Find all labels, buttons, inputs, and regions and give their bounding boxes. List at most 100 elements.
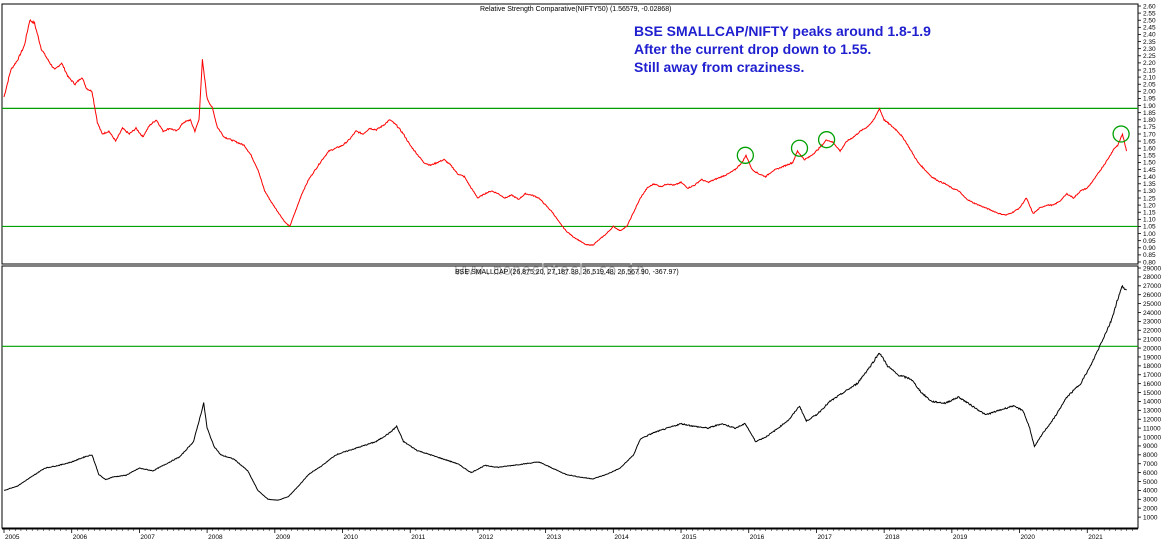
y-tick-label: 1.05 bbox=[1143, 224, 1156, 231]
rs-horizontal-lines bbox=[2, 107, 1138, 228]
y-tick-label: 1.25 bbox=[1143, 195, 1156, 202]
y-tick-label: 1.30 bbox=[1143, 188, 1156, 195]
y-tick-label: 1.55 bbox=[1143, 153, 1156, 160]
x-tick-label: 2009 bbox=[276, 534, 291, 541]
y-tick-label: 2.10 bbox=[1143, 74, 1156, 81]
y-tick-label: 15000 bbox=[1143, 390, 1161, 397]
x-tick-label: 2007 bbox=[140, 534, 155, 541]
y-tick-label: 27000 bbox=[1143, 283, 1161, 290]
y-tick-label: 1.80 bbox=[1143, 117, 1156, 124]
rs-panel: Relative Strength Comparative(NIFTY50) (… bbox=[1, 3, 1156, 266]
y-tick-label: 23000 bbox=[1143, 319, 1161, 326]
y-tick-label: 28000 bbox=[1143, 274, 1161, 281]
y-tick-label: 17000 bbox=[1143, 372, 1161, 379]
rs-panel-title: Relative Strength Comparative(NIFTY50) (… bbox=[480, 6, 671, 13]
highlight-circle-2 bbox=[790, 139, 809, 157]
y-tick-label: 3000 bbox=[1143, 497, 1158, 504]
y-tick-label: 1.85 bbox=[1143, 110, 1156, 117]
y-tick-label: 19000 bbox=[1143, 354, 1161, 361]
y-tick-label: 29000 bbox=[1143, 265, 1161, 272]
price-panel-frame bbox=[1, 265, 1139, 529]
y-tick-label: 21000 bbox=[1143, 336, 1161, 343]
highlight-circle-3 bbox=[817, 131, 836, 149]
x-tick-label: 2020 bbox=[1021, 534, 1036, 541]
y-tick-label: 2.60 bbox=[1143, 3, 1156, 10]
y-tick-label: 2.25 bbox=[1143, 53, 1156, 60]
x-tick-label: 2008 bbox=[208, 534, 223, 541]
watermark: www.moneshtech.co.in bbox=[455, 261, 646, 279]
y-tick-label: 2.00 bbox=[1143, 89, 1156, 96]
annotation-line-1: BSE SMALLCAP/NIFTY peaks around 1.8-1.9 bbox=[634, 23, 931, 39]
x-tick-label: 2019 bbox=[953, 534, 968, 541]
y-tick-label: 1.35 bbox=[1143, 181, 1156, 188]
y-tick-label: 2.15 bbox=[1143, 67, 1156, 74]
y-tick-label: 0.80 bbox=[1143, 259, 1156, 266]
y-tick-label: 1.00 bbox=[1143, 231, 1156, 238]
highlight-circle-1 bbox=[736, 146, 755, 164]
y-tick-label: 1.10 bbox=[1143, 217, 1156, 224]
y-tick-label: 7000 bbox=[1143, 461, 1158, 468]
x-axis: 2005 2006 2007 2008 2009 2010 2011 2012 2013 2014… bbox=[2, 528, 1138, 541]
rs-series bbox=[3, 19, 1127, 246]
annotation-line-3: Still away from craziness. bbox=[634, 59, 804, 75]
y-tick-label: 2.45 bbox=[1143, 25, 1156, 32]
y-tick-label: 1.40 bbox=[1143, 174, 1156, 181]
y-tick-label: 2.40 bbox=[1143, 32, 1156, 39]
y-tick-label: 1.75 bbox=[1143, 124, 1156, 131]
x-tick-label: 2018 bbox=[885, 534, 900, 541]
x-tick-label: 2014 bbox=[614, 534, 629, 541]
y-tick-label: 20000 bbox=[1143, 345, 1161, 352]
x-tick-label: 2011 bbox=[411, 534, 425, 541]
x-tick-label: 2010 bbox=[344, 534, 359, 541]
rs-highlight-circles bbox=[736, 125, 1130, 164]
y-tick-label: 12000 bbox=[1143, 417, 1161, 424]
y-tick-label: 1.50 bbox=[1143, 160, 1156, 167]
y-tick-label: 1.15 bbox=[1143, 210, 1156, 217]
y-tick-label: 2.50 bbox=[1143, 18, 1156, 25]
annotation-line-2: After the current drop down to 1.55. bbox=[634, 41, 871, 57]
price-panel-title: BSE SMALLCAP (26,875.20, 27,187.38, 26,5… bbox=[455, 269, 679, 276]
y-tick-label: 16000 bbox=[1143, 381, 1161, 388]
x-tick-label: 2015 bbox=[682, 534, 697, 541]
y-tick-label: 0.85 bbox=[1143, 252, 1156, 259]
y-tick-label: 1.20 bbox=[1143, 202, 1156, 209]
y-tick-label: 1.95 bbox=[1143, 96, 1156, 103]
y-tick-label: 2.05 bbox=[1143, 82, 1156, 89]
y-tick-label: 8000 bbox=[1143, 452, 1158, 459]
y-tick-label: 1.65 bbox=[1143, 138, 1156, 145]
y-tick-label: 22000 bbox=[1143, 328, 1161, 335]
y-tick-label: 18000 bbox=[1143, 363, 1161, 370]
y-tick-label: 1.70 bbox=[1143, 131, 1156, 138]
y-tick-label: 2000 bbox=[1143, 506, 1158, 513]
y-tick-label: 24000 bbox=[1143, 310, 1161, 317]
y-tick-label: 4000 bbox=[1143, 488, 1158, 495]
y-tick-label: 6000 bbox=[1143, 470, 1158, 477]
y-tick-label: 2.30 bbox=[1143, 46, 1156, 53]
y-tick-label: 1.45 bbox=[1143, 167, 1156, 174]
x-tick-label: 2012 bbox=[479, 534, 494, 541]
x-tick-label: 2005 bbox=[5, 534, 20, 541]
y-tick-label: 0.90 bbox=[1143, 245, 1156, 252]
y-tick-label: 0.95 bbox=[1143, 238, 1156, 245]
rs-y-axis: 2.602.552.502.452.402.352.302.252.202.15… bbox=[1138, 3, 1156, 266]
y-tick-label: 10000 bbox=[1143, 434, 1161, 441]
price-panel: www.moneshtech.co.in BSE SMALLCAP (26,87… bbox=[1, 261, 1161, 529]
x-tick-label: 2006 bbox=[73, 534, 88, 541]
x-tick-label: 2013 bbox=[547, 534, 562, 541]
x-tick-label: 2021 bbox=[1088, 534, 1103, 541]
y-tick-label: 25000 bbox=[1143, 301, 1161, 308]
y-tick-label: 13000 bbox=[1143, 408, 1161, 415]
y-tick-label: 1000 bbox=[1143, 514, 1158, 521]
y-tick-label: 9000 bbox=[1143, 443, 1158, 450]
y-tick-label: 2.20 bbox=[1143, 60, 1156, 67]
x-tick-label: 2016 bbox=[750, 534, 765, 541]
y-tick-label: 2.35 bbox=[1143, 39, 1156, 46]
y-tick-label: 1.90 bbox=[1143, 103, 1156, 110]
series-line bbox=[3, 19, 1127, 246]
price-y-axis: 29000 28000 27000 26000 25000 24000 23000 22000… bbox=[1138, 265, 1161, 521]
price-series bbox=[3, 284, 1127, 501]
y-tick-label: 5000 bbox=[1143, 479, 1158, 486]
y-tick-label: 2.55 bbox=[1143, 10, 1156, 17]
